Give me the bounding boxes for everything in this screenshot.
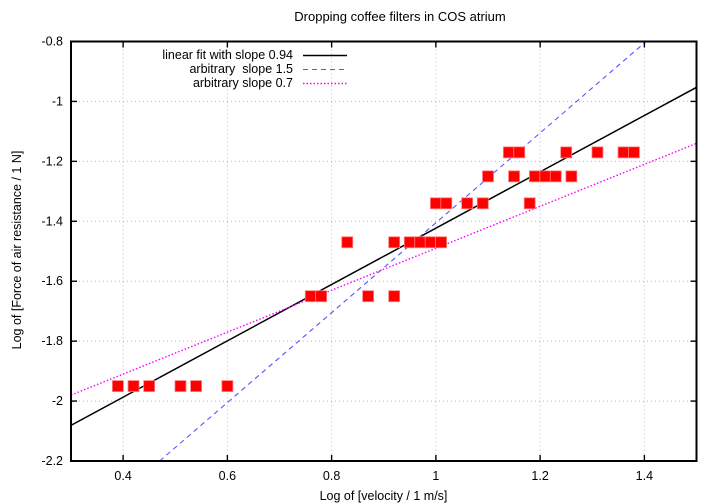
y-tick-label: -1 bbox=[52, 94, 63, 108]
x-tick-label: 0.4 bbox=[114, 469, 131, 483]
x-tick-label: 0.8 bbox=[323, 469, 340, 483]
data-point bbox=[174, 380, 187, 392]
y-tick-label: -2.2 bbox=[41, 454, 63, 468]
y-tick-label: -1.8 bbox=[41, 334, 63, 348]
data-point bbox=[529, 170, 541, 183]
trend-line-0 bbox=[71, 86, 697, 427]
data-point bbox=[591, 146, 604, 159]
data-point bbox=[221, 380, 234, 392]
data-point bbox=[476, 197, 489, 210]
legend-label: arbitrary slope 1.5 bbox=[189, 62, 293, 76]
legend: linear fit with slope 0.94 arbitrary slo… bbox=[100, 48, 347, 90]
data-point bbox=[127, 380, 140, 392]
y-tick-label: -0.8 bbox=[41, 35, 63, 49]
data-point bbox=[190, 380, 203, 392]
legend-label: linear fit with slope 0.94 bbox=[162, 48, 293, 62]
y-tick-label: -1.2 bbox=[41, 154, 63, 168]
data-point bbox=[560, 146, 573, 159]
legend-item-linear-fit: linear fit with slope 0.94 bbox=[100, 48, 347, 62]
data-point bbox=[502, 146, 515, 159]
trend-line-1 bbox=[158, 41, 647, 461]
chart-title: Dropping coffee filters in COS atrium bbox=[294, 9, 506, 24]
x-tick-label: 1.4 bbox=[636, 469, 653, 483]
data-point bbox=[429, 197, 442, 210]
data-point bbox=[112, 380, 124, 392]
legend-item-slope-0-7: arbitrary slope 0.7 bbox=[100, 76, 347, 90]
data-point bbox=[440, 197, 453, 210]
legend-line-sample bbox=[303, 68, 347, 70]
y-tick-label: -2 bbox=[52, 394, 63, 408]
data-point bbox=[508, 170, 520, 183]
y-axis-label: Log of [Force of air resistance / 1 N] bbox=[10, 150, 24, 350]
data-point bbox=[513, 146, 526, 159]
legend-line-sample bbox=[303, 82, 347, 84]
data-point bbox=[549, 170, 562, 183]
data-point bbox=[435, 236, 447, 249]
data-point bbox=[403, 236, 416, 249]
y-tick-label: -1.4 bbox=[41, 214, 63, 228]
data-point bbox=[315, 290, 328, 303]
legend-item-slope-1-5: arbitrary slope 1.5 bbox=[100, 62, 347, 76]
data-point bbox=[341, 236, 354, 249]
legend-line-sample bbox=[303, 54, 347, 56]
plot-border bbox=[70, 40, 698, 462]
x-tick-label: 1.2 bbox=[531, 469, 548, 483]
data-point bbox=[143, 380, 156, 392]
data-point bbox=[424, 236, 437, 249]
trend-line-2 bbox=[71, 142, 697, 396]
data-point bbox=[565, 170, 578, 183]
data-point bbox=[628, 146, 640, 159]
data-point bbox=[539, 170, 552, 183]
data-point bbox=[482, 170, 494, 183]
data-point bbox=[523, 197, 536, 210]
y-tick-label: -1.6 bbox=[41, 274, 63, 288]
legend-label: arbitrary slope 0.7 bbox=[192, 76, 293, 90]
x-tick-label: 1 bbox=[432, 469, 439, 483]
data-point bbox=[617, 146, 630, 159]
data-point bbox=[388, 290, 401, 303]
data-point bbox=[388, 236, 401, 249]
x-tick-label: 0.6 bbox=[219, 469, 236, 483]
data-point bbox=[461, 197, 474, 210]
x-axis-label: Log of [velocity / 1 m/s] bbox=[319, 489, 448, 503]
data-point bbox=[414, 236, 427, 249]
data-point bbox=[362, 290, 375, 303]
data-point bbox=[304, 290, 317, 303]
